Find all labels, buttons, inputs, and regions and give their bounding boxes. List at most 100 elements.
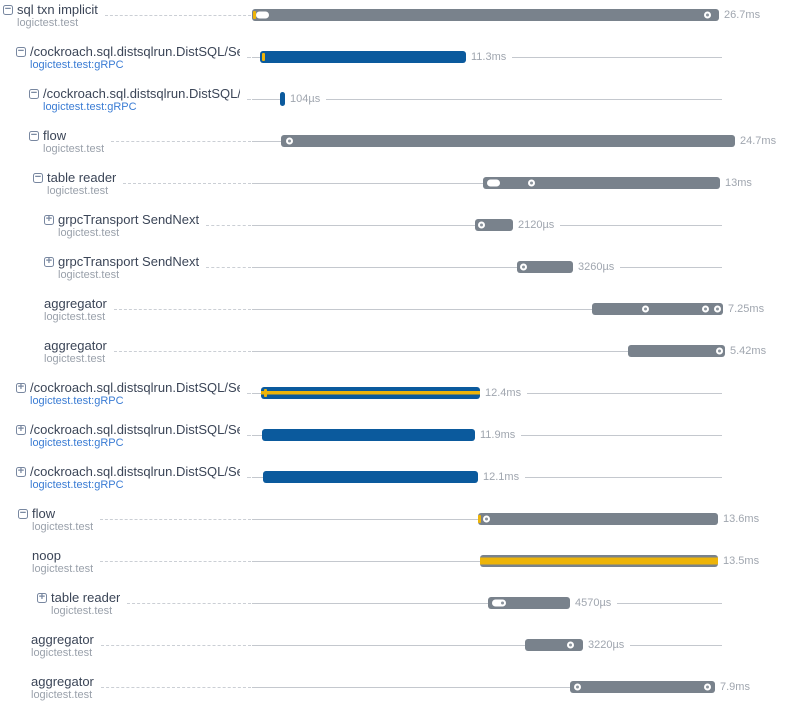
span-label: aggregator logictest.test: [31, 672, 94, 701]
span-bar[interactable]: [480, 555, 718, 567]
span-duration: 13.6ms: [723, 513, 760, 525]
expand-toggle-icon[interactable]: +: [44, 212, 54, 225]
span-tag: logictest.test: [47, 185, 109, 197]
span-duration: 4570µs: [575, 597, 612, 609]
span-bar[interactable]: [628, 345, 725, 357]
span-row: + /cockroach.sql.distsqlrun.DistSQL/Set …: [0, 462, 786, 504]
leader-line: [247, 99, 251, 100]
span-bar[interactable]: [525, 639, 583, 651]
span-row: − table reader logictest.test 13ms: [0, 168, 786, 210]
span-row: − flow logictest.test 24.7ms: [0, 126, 786, 168]
leader-line: [206, 225, 251, 226]
span-bar[interactable]: [280, 92, 285, 106]
span-bar[interactable]: [517, 261, 573, 273]
span-timeline: 12.1ms: [252, 462, 786, 504]
span-name: noop: [32, 548, 61, 563]
span-track: 12.4ms: [261, 387, 786, 399]
span-bar[interactable]: [478, 513, 718, 525]
dot-event-marker: [478, 221, 485, 229]
span-label-cell: + grpcTransport SendNext logictest.test: [0, 210, 252, 252]
span-tag: logictest.test: [58, 269, 120, 281]
span-bar[interactable]: [262, 429, 475, 441]
span-label: − /cockroach.sql.distsqlrun.DistSQL/Set …: [16, 42, 240, 71]
span-track: 11.9ms: [262, 429, 786, 441]
span-row: + grpcTransport SendNext logictest.test …: [0, 252, 786, 294]
collapse-toggle-icon[interactable]: −: [33, 170, 43, 183]
span-tag: logictest.test: [32, 563, 94, 575]
span-bar[interactable]: [483, 177, 720, 189]
timeline-lead-line: [252, 561, 480, 562]
yellow-tick-marker: [478, 515, 481, 523]
expand-toggle-icon[interactable]: +: [37, 590, 47, 603]
span-name: grpcTransport SendNext: [58, 254, 200, 269]
span-name: sql txn implicit: [17, 2, 98, 17]
expand-toggle-icon[interactable]: +: [44, 254, 54, 267]
dot-event-marker: [286, 137, 293, 145]
span-bar[interactable]: [570, 681, 715, 693]
span-label: aggregator logictest.test: [31, 630, 94, 659]
span-duration: 3260µs: [578, 261, 615, 273]
span-bar[interactable]: [281, 135, 735, 147]
span-tag: logictest.test: [43, 143, 105, 155]
span-duration: 5.42ms: [730, 345, 767, 357]
collapse-toggle-icon[interactable]: −: [29, 86, 39, 99]
collapse-toggle-icon[interactable]: −: [16, 44, 26, 57]
span-label-cell: − sql txn implicit logictest.test: [0, 0, 252, 42]
dot-event-marker: [520, 263, 527, 271]
span-track: 3220µs: [525, 639, 786, 651]
span-label-cell: aggregator logictest.test: [0, 336, 252, 378]
leader-line: [100, 519, 251, 520]
expand-toggle-icon[interactable]: +: [16, 464, 26, 477]
span-bar[interactable]: [252, 9, 719, 21]
collapse-toggle-icon[interactable]: −: [29, 128, 39, 141]
timeline-trail-line: [560, 224, 722, 226]
span-timeline: 11.9ms: [252, 420, 786, 462]
timeline-lead-line: [252, 477, 263, 478]
span-bar[interactable]: [261, 387, 480, 399]
span-row: − /cockroach.sql.distsqlrun.DistSQL/S lo…: [0, 84, 786, 126]
span-label: − table reader logictest.test: [33, 168, 116, 197]
span-name: table reader: [47, 170, 117, 185]
leader-line: [100, 645, 251, 646]
span-row: + /cockroach.sql.distsqlrun.DistSQL/Set …: [0, 378, 786, 420]
leader-line: [111, 141, 251, 142]
timeline-lead-line: [252, 141, 281, 142]
timeline-trail-line: [512, 56, 722, 58]
span-duration: 7.25ms: [728, 303, 765, 315]
expand-toggle-icon[interactable]: +: [16, 380, 26, 393]
collapse-toggle-icon[interactable]: −: [3, 2, 13, 15]
span-bar[interactable]: [260, 51, 466, 63]
span-label-cell: + table reader logictest.test: [0, 588, 252, 630]
dot-event-marker: [528, 179, 535, 187]
span-tag: logictest.test:gRPC: [30, 59, 124, 71]
span-bar[interactable]: [263, 471, 478, 483]
span-timeline: 13.5ms: [252, 546, 786, 588]
span-bar[interactable]: [592, 303, 723, 315]
span-name: aggregator: [31, 674, 94, 689]
span-name: flow: [32, 506, 56, 521]
expand-toggle-icon[interactable]: +: [16, 422, 26, 435]
span-name: grpcTransport SendNext: [58, 212, 200, 227]
span-timeline: 7.9ms: [252, 672, 786, 714]
span-label-cell: − flow logictest.test: [0, 504, 252, 546]
timeline-trail-line: [326, 98, 722, 100]
span-bar[interactable]: [475, 219, 513, 231]
span-bar[interactable]: [488, 597, 570, 609]
span-timeline: 24.7ms: [252, 126, 786, 168]
span-row: aggregator logictest.test 5.42ms: [0, 336, 786, 378]
span-label: − flow logictest.test: [29, 126, 104, 155]
timeline-trail-line: [525, 476, 722, 478]
dot-event-marker: [574, 683, 581, 691]
span-label: + grpcTransport SendNext logictest.test: [44, 210, 199, 239]
span-label: + grpcTransport SendNext logictest.test: [44, 252, 199, 281]
span-timeline: 13ms: [252, 168, 786, 210]
timeline-lead-line: [252, 225, 475, 226]
span-duration: 12.1ms: [483, 471, 520, 483]
leader-line: [100, 687, 251, 688]
span-label-cell: − table reader logictest.test: [0, 168, 252, 210]
span-label-cell: − /cockroach.sql.distsqlrun.DistSQL/S lo…: [0, 84, 252, 126]
collapse-toggle-icon[interactable]: −: [18, 506, 28, 519]
leader-line: [113, 309, 251, 310]
span-label-cell: + /cockroach.sql.distsqlrun.DistSQL/Set …: [0, 462, 252, 504]
span-label-cell: + /cockroach.sql.distsqlrun.DistSQL/Set …: [0, 420, 252, 462]
